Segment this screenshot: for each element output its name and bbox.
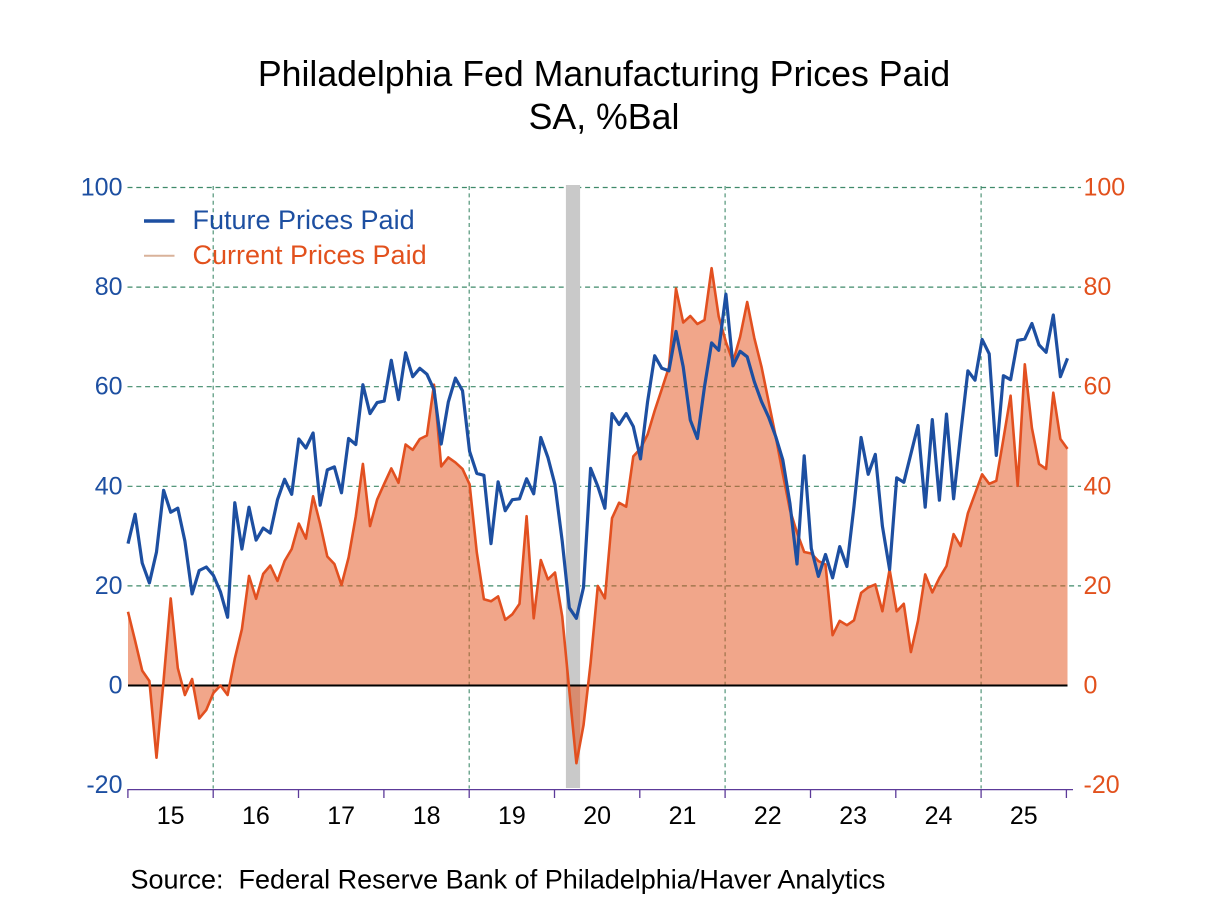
svg-text:0: 0 (109, 672, 123, 700)
svg-text:19: 19 (498, 802, 526, 830)
svg-text:16: 16 (242, 802, 270, 830)
svg-text:40: 40 (1084, 472, 1112, 500)
svg-text:24: 24 (925, 802, 953, 830)
svg-text:20: 20 (95, 572, 123, 600)
svg-text:80: 80 (1084, 273, 1112, 301)
svg-text:20: 20 (583, 802, 611, 830)
svg-text:25: 25 (1010, 802, 1038, 830)
svg-text:0: 0 (1084, 672, 1098, 700)
svg-text:-20: -20 (1084, 771, 1120, 799)
svg-text:18: 18 (413, 802, 441, 830)
svg-text:80: 80 (95, 273, 123, 301)
svg-text:21: 21 (669, 802, 697, 830)
svg-text:23: 23 (839, 802, 867, 830)
svg-text:Philadelphia Fed Manufacturing: Philadelphia Fed Manufacturing Prices Pa… (258, 54, 950, 94)
svg-text:60: 60 (1084, 373, 1112, 401)
svg-text:Future Prices Paid: Future Prices Paid (193, 205, 415, 235)
svg-text:17: 17 (327, 802, 355, 830)
svg-text:40: 40 (95, 472, 123, 500)
svg-text:60: 60 (95, 373, 123, 401)
svg-text:-20: -20 (86, 771, 122, 799)
svg-text:Current Prices Paid: Current Prices Paid (193, 240, 427, 270)
svg-text:100: 100 (1084, 174, 1126, 202)
svg-text:20: 20 (1084, 572, 1112, 600)
svg-text:SA, %Bal: SA, %Bal (529, 97, 680, 137)
svg-text:15: 15 (157, 802, 185, 830)
svg-text:100: 100 (81, 174, 123, 202)
svg-text:Source: Federal Reserve Bank: Source: Federal Reserve Bank of Philadel… (131, 865, 886, 895)
svg-text:22: 22 (754, 802, 782, 830)
